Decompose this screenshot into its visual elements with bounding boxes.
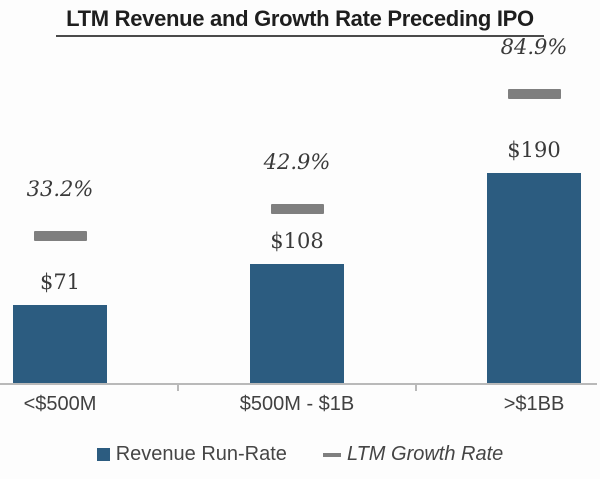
legend-square-swatch-icon (96, 448, 110, 461)
x-axis-line (0, 383, 597, 385)
bar-value-label: $108 (270, 229, 324, 253)
category-label: $500M - $1B (239, 393, 355, 415)
growth-rate-label: 33.2% (26, 177, 94, 201)
revenue-bar (13, 305, 107, 383)
revenue-bar (487, 173, 581, 383)
revenue-bar (250, 264, 344, 383)
legend-item-revenue-run-rate: Revenue Run-Rate (96, 443, 287, 466)
legend-label-revenue-run-rate: Revenue Run-Rate (115, 443, 287, 465)
growth-rate-dash (270, 204, 324, 214)
growth-rate-dash (507, 89, 561, 99)
bar-value-label: $71 (39, 270, 81, 294)
category-label: <$500M (23, 393, 97, 415)
legend-label-ltm-growth-rate: LTM Growth Rate (346, 443, 504, 465)
x-axis-tick (177, 384, 179, 391)
legend-dash-swatch-icon (322, 452, 341, 457)
bar-value-label: $190 (507, 138, 561, 162)
growth-rate-label: 42.9% (263, 150, 331, 174)
growth-rate-label: 84.9% (500, 35, 568, 59)
category-label: >$1BB (503, 393, 565, 415)
x-axis-tick (415, 384, 417, 391)
growth-rate-dash (33, 231, 87, 241)
chart-title: LTM Revenue and Growth Rate Preceding IP… (56, 6, 544, 37)
title-row: LTM Revenue and Growth Rate Preceding IP… (0, 6, 600, 37)
legend-item-ltm-growth-rate: LTM Growth Rate (322, 443, 504, 466)
legend: Revenue Run-Rate LTM Growth Rate (0, 443, 600, 466)
